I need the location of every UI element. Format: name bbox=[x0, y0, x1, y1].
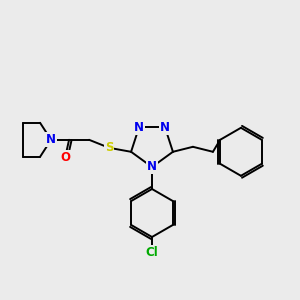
Text: Cl: Cl bbox=[146, 245, 158, 259]
Text: N: N bbox=[134, 121, 144, 134]
Text: O: O bbox=[60, 151, 70, 164]
Text: N: N bbox=[147, 160, 157, 173]
Text: N: N bbox=[160, 121, 170, 134]
Text: S: S bbox=[105, 141, 113, 154]
Text: N: N bbox=[46, 133, 56, 146]
